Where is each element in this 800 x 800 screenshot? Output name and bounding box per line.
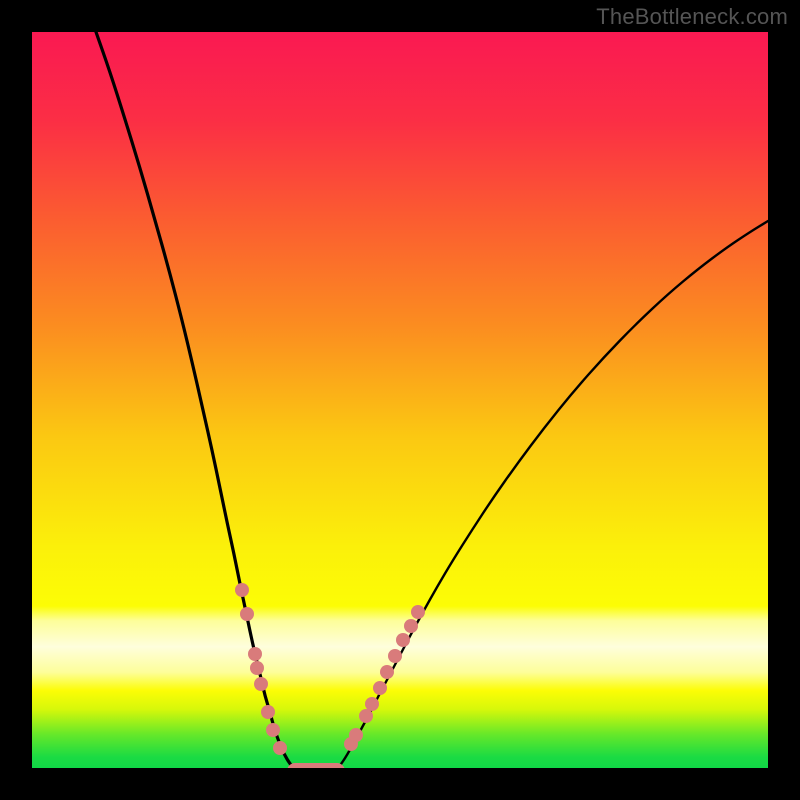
marker-right [349,728,363,742]
marker-right [380,665,394,679]
marker-right [373,681,387,695]
chart-svg [32,32,768,768]
marker-flat-segment [287,763,345,768]
chart-plot-area [32,32,768,768]
marker-left [248,647,262,661]
marker-left [266,723,280,737]
marker-left [261,705,275,719]
marker-right [396,633,410,647]
marker-right [365,697,379,711]
marker-right [411,605,425,619]
marker-left [254,677,268,691]
marker-left [250,661,264,675]
marker-right [404,619,418,633]
marker-left [240,607,254,621]
marker-left [273,741,287,755]
marker-left [235,583,249,597]
marker-right [359,709,373,723]
watermark-text: TheBottleneck.com [596,4,788,30]
marker-right [388,649,402,663]
